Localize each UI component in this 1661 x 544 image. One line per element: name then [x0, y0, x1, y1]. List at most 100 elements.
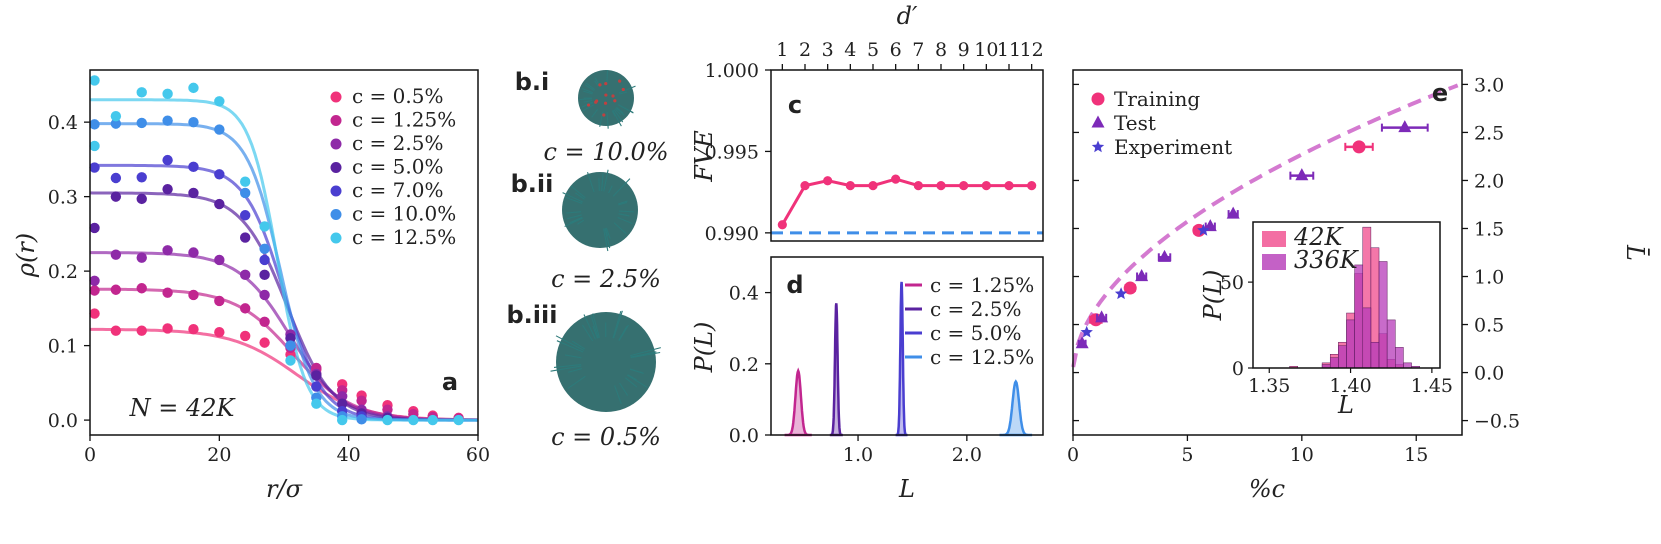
polymer-strand — [604, 228, 611, 249]
top-tick-label: 6 — [890, 39, 902, 61]
crosslinker-dot — [598, 83, 602, 87]
polymer-strand — [604, 228, 609, 237]
polymer-strand — [613, 109, 624, 123]
data-point — [188, 161, 199, 173]
polymer-strand — [603, 169, 609, 192]
y-tick-label: 3.0 — [1474, 74, 1504, 96]
plot-frame — [770, 69, 1044, 242]
fit-curve — [1071, 83, 1459, 368]
data-point — [214, 124, 225, 135]
polymer-strand — [566, 211, 582, 214]
data-point — [136, 283, 147, 294]
data-point — [356, 395, 367, 406]
top-tick-label: 12 — [1020, 39, 1044, 61]
inset-x-tick-label: 1.45 — [1411, 375, 1453, 397]
y-axis-label: ρ(r) — [12, 233, 40, 278]
data-point — [240, 187, 251, 199]
fve-point — [1004, 181, 1014, 191]
data-point — [89, 75, 100, 86]
data-point — [240, 232, 251, 243]
polymer-strand — [618, 104, 634, 114]
fve-point — [1027, 181, 1037, 191]
polymer-strand — [555, 335, 585, 351]
y-tick-label: 1.5 — [1474, 218, 1504, 240]
data-point — [110, 284, 122, 295]
polymer-strand — [618, 85, 636, 94]
histogram-bar — [1329, 357, 1339, 369]
inset-y-label: P(L) — [1199, 270, 1227, 322]
data-point — [136, 117, 147, 129]
legend-label: c = 12.5% — [352, 225, 456, 249]
polymer-strand — [614, 385, 622, 405]
legend-label: c = 10.0% — [352, 202, 456, 226]
data-point — [136, 172, 147, 183]
polymer-strand — [590, 316, 599, 339]
data-point — [311, 381, 322, 392]
polymer-strand — [575, 192, 585, 200]
legend-marker — [330, 185, 342, 197]
x-tick-label: 20 — [207, 444, 231, 466]
x-tick-label: 2.0 — [952, 444, 982, 466]
data-point — [162, 115, 173, 126]
data-point — [89, 140, 100, 152]
data-point — [285, 355, 296, 366]
data-point — [259, 243, 270, 254]
histogram-bar — [1403, 362, 1412, 369]
top-tick-label: 4 — [844, 39, 856, 61]
y-tick-label: 0.1 — [48, 336, 78, 358]
data-point — [162, 245, 173, 256]
fve-point — [868, 181, 878, 191]
top-tick-label: 7 — [912, 39, 924, 61]
polymer-strand — [612, 178, 631, 197]
panel-d: 1.0 2.00.00.20.4LP(L)c = 1.25%c = 2.5%c =… — [690, 256, 1044, 503]
polymer-strand — [601, 173, 604, 192]
y-tick-label: 0.3 — [48, 187, 78, 209]
inset-legend-label: 336K — [1294, 246, 1360, 274]
crosslinker-dot — [586, 103, 591, 107]
polymer-strand — [564, 217, 584, 227]
fve-line — [781, 177, 1032, 226]
legend-marker — [330, 232, 342, 244]
polymer-strand — [617, 200, 628, 205]
data-point — [337, 391, 348, 402]
polymer-strand — [565, 196, 583, 204]
polymer-strand — [613, 222, 627, 235]
crosslinker-dot — [621, 87, 625, 92]
top-tick-label: 3 — [822, 39, 834, 61]
data-point — [259, 289, 270, 301]
y-tick-label: 0.4 — [729, 283, 759, 305]
polymer-strand — [591, 108, 599, 118]
polymer-strand — [562, 192, 584, 203]
image-caption: c = 2.5% — [551, 265, 661, 293]
data-point — [285, 332, 296, 344]
data-point — [337, 414, 348, 426]
data-point — [259, 337, 270, 348]
y-tick-label: 0.995 — [705, 141, 759, 163]
data-point — [259, 269, 270, 281]
y-tick-label: 0.0 — [48, 410, 78, 432]
histogram-bar — [1370, 341, 1380, 369]
polymer-strand — [568, 368, 583, 373]
data-point — [162, 154, 173, 166]
annotation: N = 42K — [129, 394, 237, 422]
image-caption: c = 10.0% — [543, 138, 668, 166]
data-point — [188, 187, 199, 199]
polymer-strand — [567, 375, 586, 389]
experiment-point — [1080, 325, 1093, 338]
data-point — [240, 269, 251, 281]
polymer-strand — [582, 324, 594, 342]
inset-x-tick-label: 1.35 — [1248, 375, 1290, 397]
legend-label: Experiment — [1114, 135, 1232, 159]
data-point — [337, 398, 348, 409]
polymer-strand — [619, 91, 628, 95]
experiment-point — [1114, 287, 1128, 300]
y-tick-label: 0.0 — [729, 425, 759, 447]
x-axis-label: %c — [1249, 475, 1285, 503]
data-point — [89, 285, 100, 296]
inset-x-tick-label: 1.40 — [1329, 375, 1371, 397]
y-tick-label: 0.2 — [48, 261, 78, 283]
fve-point — [891, 174, 901, 184]
image-tag: b.i — [515, 68, 550, 96]
